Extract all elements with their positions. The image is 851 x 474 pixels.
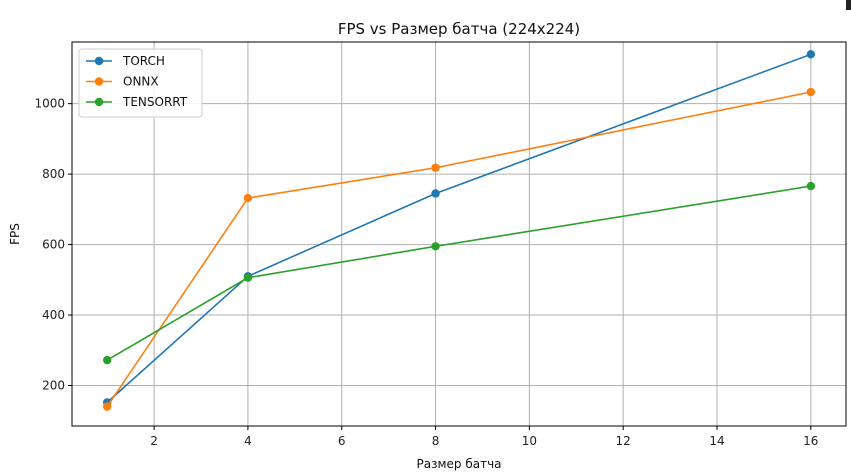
legend-item: ONNX xyxy=(86,75,159,89)
y-tick-label: 600 xyxy=(42,238,65,252)
top-edge-artifact xyxy=(846,0,851,10)
series-line-tensorrt xyxy=(106,185,811,361)
y-tick-label: 400 xyxy=(42,308,65,322)
series-line-onnx xyxy=(106,91,811,408)
legend-marker xyxy=(94,77,104,86)
x-tick-label: 6 xyxy=(338,434,346,448)
x-tick-label: 12 xyxy=(616,434,631,448)
x-tick-label: 8 xyxy=(432,434,440,448)
legend-marker xyxy=(94,97,104,107)
x-axis-label: Размер батча xyxy=(416,457,501,471)
data-point-tensorrt xyxy=(243,273,253,282)
x-tick-label: 10 xyxy=(522,434,537,448)
x-tick-label: 14 xyxy=(709,434,724,448)
legend-marker xyxy=(94,56,104,66)
data-point-tensorrt xyxy=(806,181,816,191)
y-axis-label: FPS xyxy=(8,223,22,245)
y-tick-label: 1000 xyxy=(34,97,65,111)
legend-item: TENSORRT xyxy=(86,95,188,109)
series-onnx xyxy=(102,87,816,411)
data-point-onnx xyxy=(243,193,253,203)
data-point-onnx xyxy=(806,87,816,97)
data-point-onnx xyxy=(431,163,440,172)
x-tick-label: 16 xyxy=(803,434,818,448)
x-axis-ticks: 2 4 6 8 10 12 14 16 xyxy=(150,426,818,448)
data-point-torch xyxy=(806,50,816,59)
data-point-onnx xyxy=(102,402,112,411)
data-point-tensorrt xyxy=(102,355,112,365)
data-point-tensorrt xyxy=(431,242,440,251)
legend-box xyxy=(78,48,203,118)
series-tensorrt xyxy=(102,181,816,365)
legend-label: TORCH xyxy=(122,54,165,68)
plot-frame xyxy=(71,41,847,427)
legend-item: TORCH xyxy=(86,54,165,68)
x-tick-label: 2 xyxy=(150,434,158,448)
grid-lines xyxy=(72,42,846,426)
legend-label: TENSORRT xyxy=(122,95,188,109)
y-tick-label: 200 xyxy=(42,378,65,392)
y-axis-ticks: 200 400 600 800 1000 xyxy=(34,97,72,392)
series-line-torch xyxy=(106,53,812,403)
data-point-torch xyxy=(431,189,440,198)
legend-label: ONNX xyxy=(123,75,159,89)
y-tick-label: 800 xyxy=(42,167,65,181)
x-tick-label: 4 xyxy=(244,434,252,448)
chart-title: FPS vs Размер батча (224x224) xyxy=(338,20,580,38)
series-layer xyxy=(102,50,816,411)
legend: TORCH ONNX TENSORRT xyxy=(78,48,203,118)
